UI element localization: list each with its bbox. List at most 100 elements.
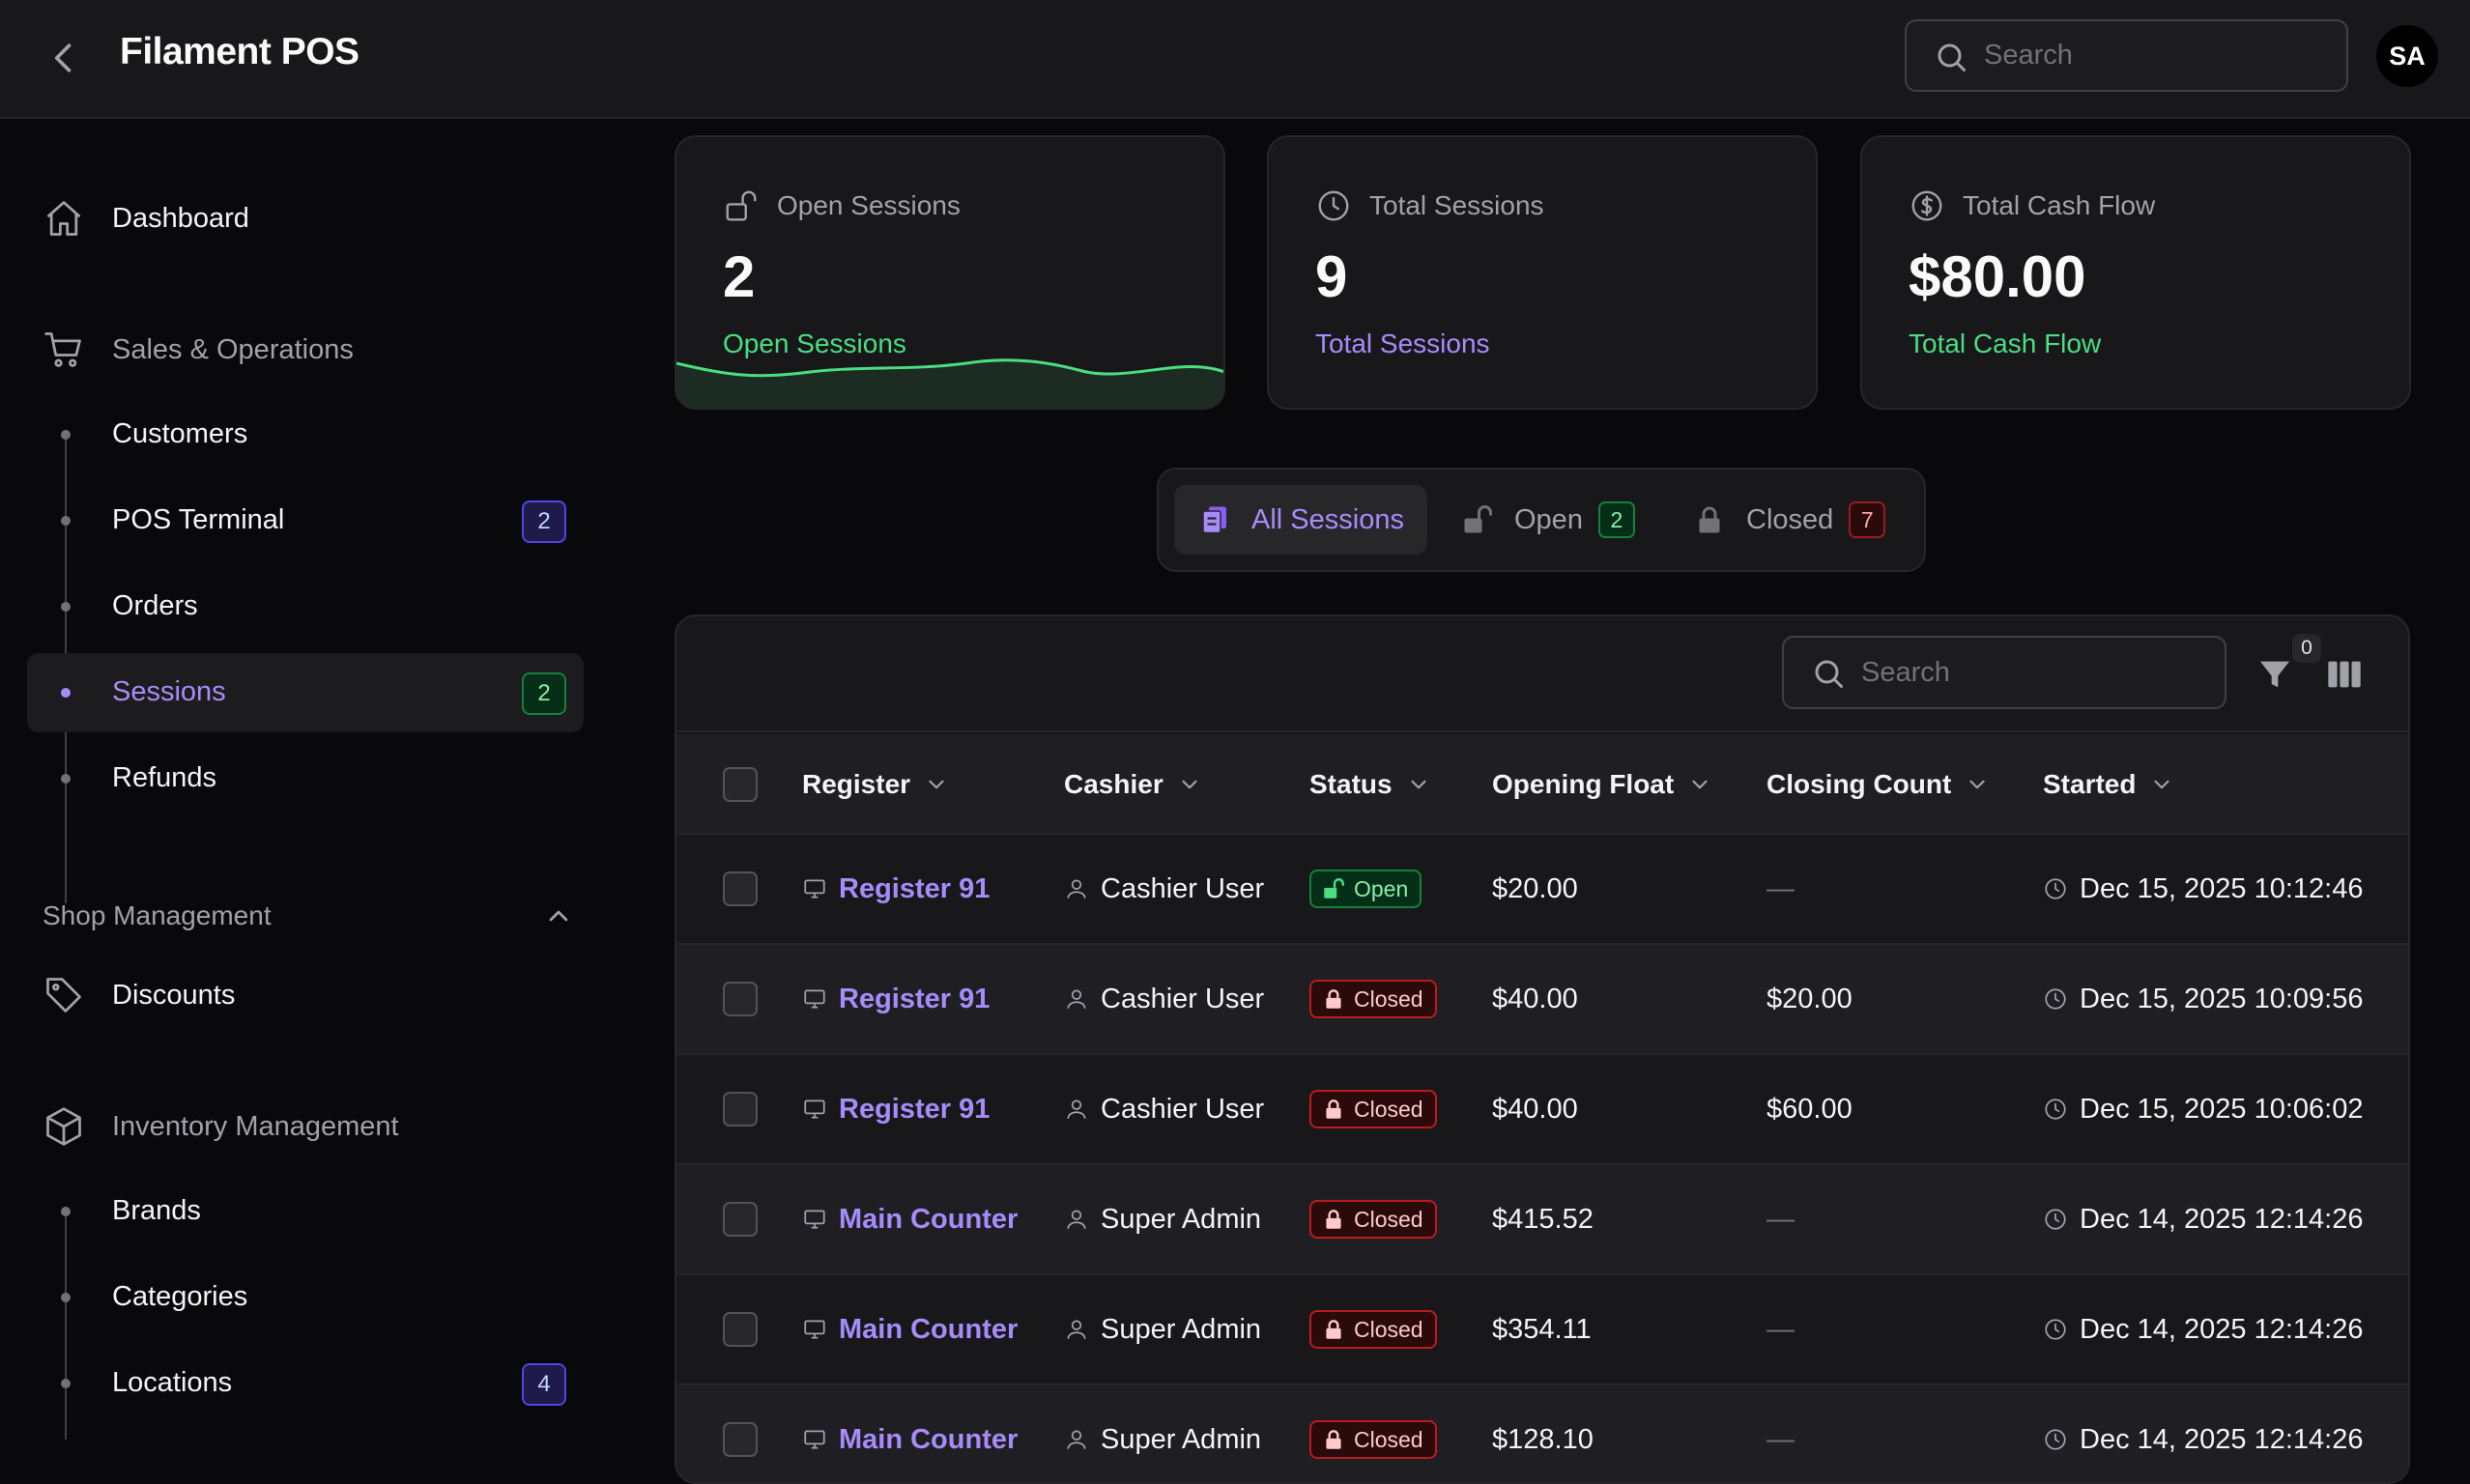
sidebar-item-refunds[interactable]: Refunds (27, 739, 584, 818)
table-row[interactable]: Register 91 Cashier User Closed $40.00 $20.0… (676, 945, 2408, 1055)
tab-all-sessions[interactable]: All Sessions (1174, 485, 1427, 555)
sidebar-item-label: Customers (112, 418, 248, 449)
started-at: Dec 15, 2025 10:09:56 (2080, 983, 2364, 1014)
register-link[interactable]: Main Counter (839, 1203, 1019, 1235)
tab-label: All Sessions (1251, 503, 1404, 535)
filter-icon[interactable] (2255, 655, 2294, 694)
opening-float: $354.11 (1492, 1313, 1592, 1345)
back-arrow-icon[interactable] (43, 37, 85, 79)
table-row[interactable]: Register 91 Cashier User Closed $40.00 $60.0… (676, 1055, 2408, 1165)
stat-value: 9 (1315, 244, 1348, 309)
sidebar-item-locations[interactable]: Locations 4 (27, 1344, 584, 1423)
tree-dot (61, 602, 71, 612)
table-search[interactable] (1782, 636, 2226, 709)
lock-open-icon (723, 187, 760, 224)
column-header-label: Status (1309, 769, 1393, 799)
status-label: Closed (1354, 1316, 1423, 1342)
select-all-checkbox[interactable] (723, 767, 758, 802)
session-tabs: All Sessions Open 2 Closed 7 (1157, 468, 1926, 572)
stat-label: Open Sessions (777, 190, 961, 220)
clock-icon (2043, 1207, 2068, 1232)
row-checkbox[interactable] (723, 1312, 758, 1347)
tab-count-badge: 7 (1849, 501, 1886, 538)
section-toggle-shop-management[interactable]: Shop Management (43, 892, 574, 940)
started-at: Dec 15, 2025 10:12:46 (2080, 872, 2364, 904)
table-toolbar: 0 (676, 616, 2408, 732)
lock-closed-icon (1321, 1427, 1346, 1452)
register-link[interactable]: Main Counter (839, 1423, 1019, 1455)
stat-description: Total Cash Flow (1909, 328, 2102, 358)
sparkline (676, 358, 1223, 408)
tree-dot (61, 516, 71, 526)
columns-icon[interactable] (2325, 655, 2364, 694)
column-header-opening-float[interactable]: Opening Float (1492, 734, 1712, 835)
user-icon (1064, 1097, 1089, 1122)
cube-icon (43, 1105, 85, 1148)
column-header-closing-count[interactable]: Closing Count (1766, 734, 1990, 835)
tab-closed[interactable]: Closed 7 (1669, 485, 1909, 555)
table-row[interactable]: Main Counter Super Admin Closed $415.52 — Dec… (676, 1165, 2408, 1275)
top-bar: Filament POS SA (0, 0, 2470, 119)
table-row[interactable]: Main Counter Super Admin Closed $354.11 — Dec… (676, 1275, 2408, 1385)
column-header-label: Started (2043, 769, 2137, 799)
row-checkbox[interactable] (723, 1202, 758, 1237)
row-checkbox[interactable] (723, 1422, 758, 1457)
sidebar-group-inventory[interactable]: Inventory Management (43, 1102, 399, 1151)
status-badge: Closed (1309, 1200, 1437, 1239)
chevron-up-icon (543, 900, 574, 931)
status-label: Closed (1354, 1206, 1423, 1232)
stat-card-total-sessions: Total Sessions 9 Total Sessions (1267, 135, 1818, 410)
user-icon (1064, 986, 1089, 1012)
register-link[interactable]: Main Counter (839, 1313, 1019, 1345)
row-checkbox[interactable] (723, 871, 758, 906)
closing-count: — (1766, 1313, 1795, 1345)
sidebar-item-categories[interactable]: Categories (27, 1258, 584, 1337)
closing-count: — (1766, 872, 1795, 904)
tab-open[interactable]: Open 2 (1437, 485, 1658, 555)
started-at: Dec 14, 2025 12:14:26 (2080, 1313, 2364, 1345)
column-header-label: Closing Count (1766, 769, 1952, 799)
chevron-down-icon (1965, 772, 1990, 797)
table-row[interactable]: Main Counter Super Admin Closed $128.10 — Dec… (676, 1385, 2408, 1482)
sidebar-item-sessions[interactable]: Sessions 2 (27, 653, 584, 732)
register-link[interactable]: Register 91 (839, 983, 991, 1014)
sidebar-item-discounts[interactable]: Discounts (43, 971, 235, 1019)
sidebar-item-customers[interactable]: Customers (27, 395, 584, 474)
global-search[interactable] (1905, 19, 2348, 92)
sidebar-item-brands[interactable]: Brands (27, 1172, 584, 1251)
chevron-down-icon (924, 772, 949, 797)
chevron-down-icon (2149, 772, 2174, 797)
row-checkbox[interactable] (723, 1092, 758, 1127)
status-badge: Closed (1309, 980, 1437, 1018)
cashier-name: Cashier User (1101, 1093, 1265, 1125)
chevron-down-icon (1406, 772, 1431, 797)
sidebar-item-pos-terminal[interactable]: POS Terminal 2 (27, 481, 584, 560)
column-header-started[interactable]: Started (2043, 734, 2174, 835)
started-at: Dec 14, 2025 12:14:26 (2080, 1203, 2364, 1235)
table-row[interactable]: Register 91 Cashier User Open $20.00 — Dec 15… (676, 835, 2408, 945)
tree-dot (61, 688, 71, 698)
status-badge: Closed (1309, 1310, 1437, 1349)
column-header-status[interactable]: Status (1309, 734, 1431, 835)
global-search-input[interactable] (1984, 21, 2332, 90)
table-search-input[interactable] (1861, 638, 2209, 707)
sidebar-item-orders[interactable]: Orders (27, 567, 584, 646)
tree-dot (61, 1293, 71, 1302)
tab-label: Open (1514, 503, 1583, 535)
status-badge: Closed (1309, 1090, 1437, 1128)
stat-label: Total Sessions (1369, 190, 1544, 220)
count-badge: 4 (522, 1363, 566, 1406)
column-header-register[interactable]: Register (802, 734, 949, 835)
row-checkbox[interactable] (723, 982, 758, 1016)
cashier-name: Super Admin (1101, 1203, 1262, 1235)
cashier-name: Super Admin (1101, 1313, 1262, 1345)
sidebar-item-label: Discounts (112, 979, 236, 1011)
sidebar-item-dashboard[interactable]: Dashboard (43, 194, 249, 243)
sidebar-group-sales[interactable]: Sales & Operations (43, 326, 354, 374)
user-avatar[interactable]: SA (2376, 25, 2438, 87)
sidebar-group-label: Sales & Operations (112, 333, 354, 365)
register-link[interactable]: Register 91 (839, 872, 991, 904)
register-link[interactable]: Register 91 (839, 1093, 991, 1125)
column-header-cashier[interactable]: Cashier (1064, 734, 1202, 835)
clock-icon (2043, 1427, 2068, 1452)
